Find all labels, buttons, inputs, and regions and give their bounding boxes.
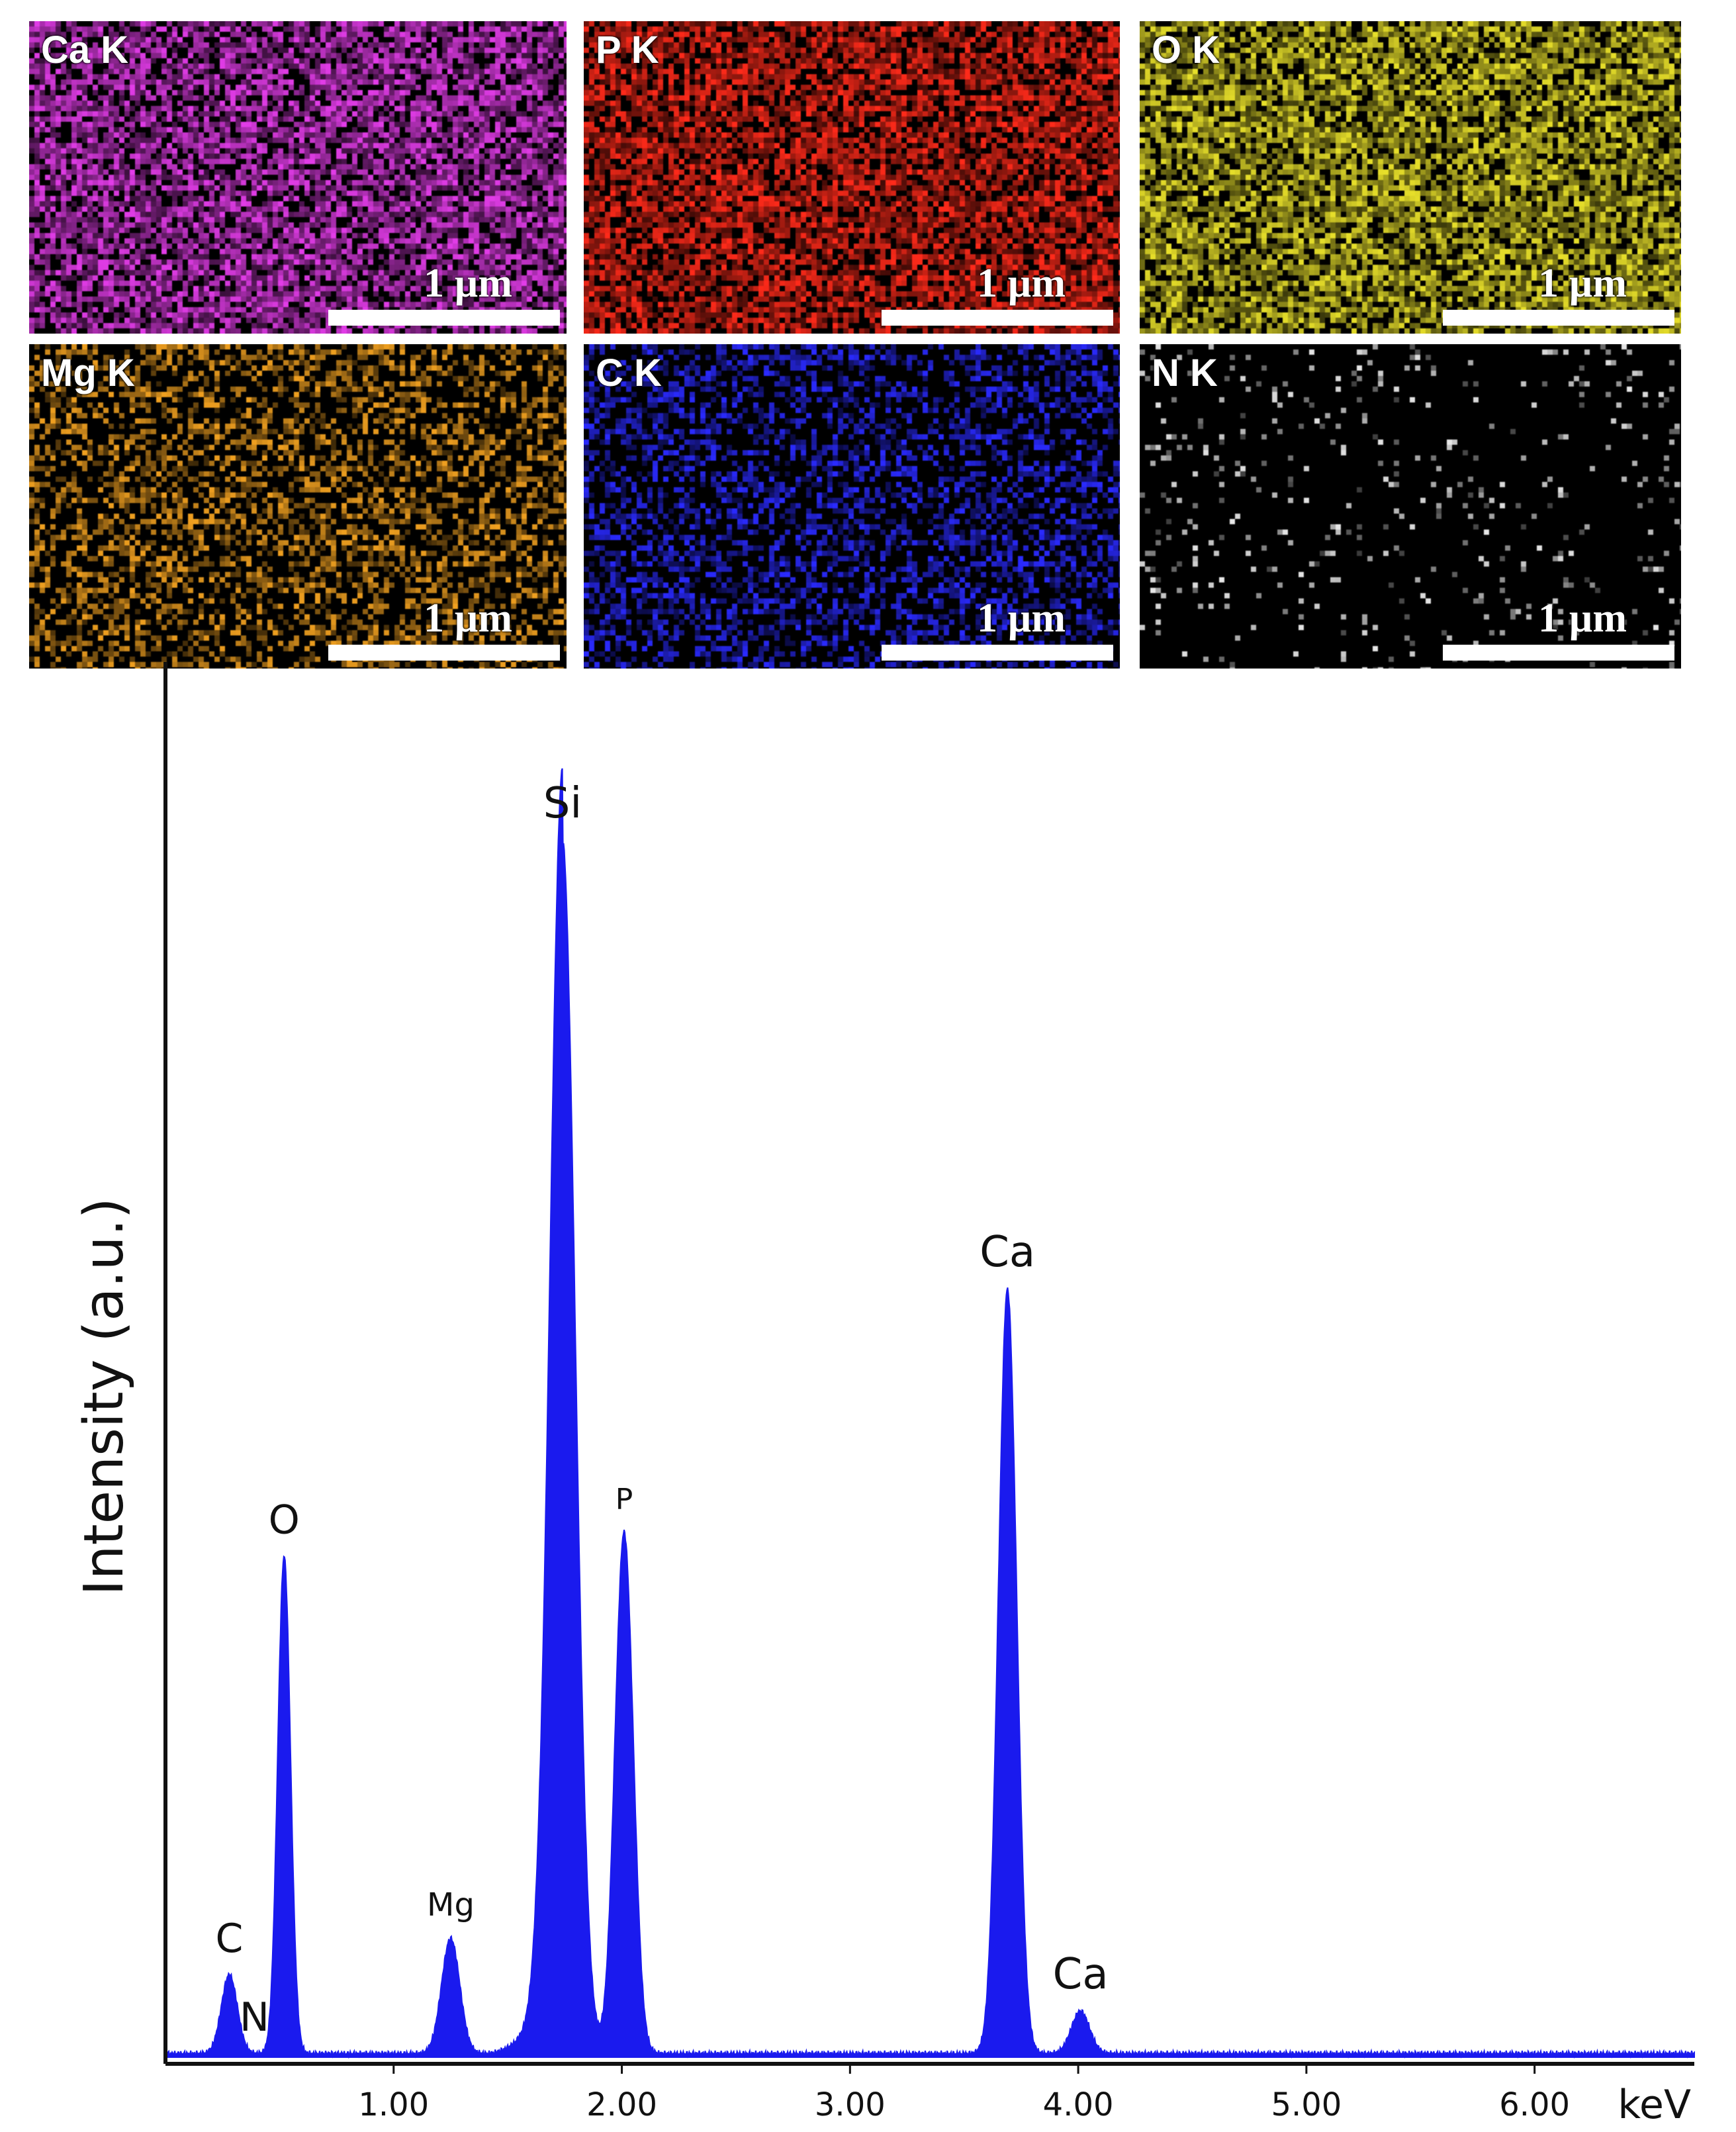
map-c-image xyxy=(584,344,1120,669)
map-n-scale-bar xyxy=(1443,645,1674,661)
map-mg-image xyxy=(29,344,567,669)
map-p-label: P K xyxy=(596,28,659,71)
map-c-scale-text: 1 µm xyxy=(977,596,1066,641)
peak-label-mg: Mg xyxy=(427,1886,475,1923)
x-tick-label: 4.00 xyxy=(1043,2086,1114,2123)
x-tick-label: 3.00 xyxy=(815,2086,886,2123)
map-c-scale-bar xyxy=(882,645,1113,661)
map-o: O K 1 µm xyxy=(1140,21,1681,334)
map-o-label: O K xyxy=(1152,28,1220,71)
spectrum-area xyxy=(165,768,1695,2059)
peak-label-ca: Ca xyxy=(1053,1950,1109,1999)
map-mg-scale-bar xyxy=(328,645,560,661)
peak-label-ca: Ca xyxy=(980,1228,1035,1277)
map-o-scale-bar xyxy=(1443,310,1674,326)
peak-label-o: O xyxy=(269,1497,300,1544)
map-mg: Mg K 1 µm xyxy=(29,344,567,669)
x-tick-label: 6.00 xyxy=(1499,2086,1570,2123)
map-p-scale-text: 1 µm xyxy=(977,261,1066,306)
map-o-image xyxy=(1140,21,1681,334)
map-n-label: N K xyxy=(1152,351,1218,394)
map-o-scale-text: 1 µm xyxy=(1538,261,1627,306)
y-axis-title: Intensity (a.u.) xyxy=(73,1197,136,1595)
map-ca-image xyxy=(29,21,567,334)
peak-label-n: N xyxy=(240,1994,269,2041)
peak-labels: CN O Mg Si P Ca Ca xyxy=(216,779,1109,2041)
x-ticks: 1.00 2.00 3.00 4.00 5.00 6.00 xyxy=(358,2064,1570,2123)
peak-label-c: C xyxy=(216,1916,244,1962)
spectrum-trace xyxy=(165,768,1695,2059)
map-p: P K 1 µm xyxy=(584,21,1120,334)
map-n-scale-text: 1 µm xyxy=(1538,596,1627,641)
map-c: C K 1 µm xyxy=(584,344,1120,669)
elemental-maps: Ca K 1 µm P K 1 µm O K 1 µm Mg K 1 µm C … xyxy=(0,0,1736,675)
map-p-scale-bar xyxy=(882,310,1113,326)
x-tick-label: 1.00 xyxy=(358,2086,429,2123)
map-n-image xyxy=(1140,344,1681,669)
peak-label-p: P xyxy=(616,1483,633,1516)
map-ca-label: Ca K xyxy=(41,28,129,71)
map-c-label: C K xyxy=(596,351,662,394)
map-ca-scale-bar xyxy=(328,310,560,326)
map-ca: Ca K 1 µm xyxy=(29,21,567,334)
map-mg-label: Mg K xyxy=(41,351,135,394)
map-n: N K 1 µm xyxy=(1140,344,1681,669)
map-ca-scale-text: 1 µm xyxy=(424,261,512,306)
eds-spectrum-chart: 1.00 2.00 3.00 4.00 5.00 6.00 CN O Mg Si P Ca Ca In… xyxy=(73,662,1695,2128)
peak-label-si: Si xyxy=(543,779,582,828)
map-mg-scale-text: 1 µm xyxy=(424,596,512,641)
x-axis-unit: keV xyxy=(1618,2082,1691,2128)
x-tick-label: 2.00 xyxy=(586,2086,657,2123)
x-tick-label: 5.00 xyxy=(1271,2086,1342,2123)
map-p-image xyxy=(584,21,1120,334)
